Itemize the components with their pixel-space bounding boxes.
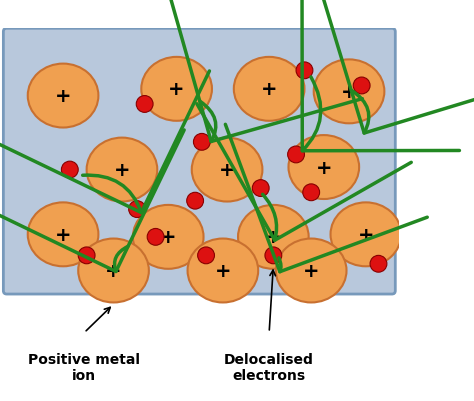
Ellipse shape bbox=[28, 203, 99, 267]
FancyBboxPatch shape bbox=[3, 29, 395, 294]
Circle shape bbox=[187, 193, 203, 210]
Circle shape bbox=[78, 247, 95, 264]
Text: +: + bbox=[215, 261, 231, 280]
Text: Delocalised
electrons: Delocalised electrons bbox=[224, 352, 314, 382]
Text: +: + bbox=[341, 83, 357, 101]
Circle shape bbox=[288, 147, 304, 164]
Ellipse shape bbox=[289, 136, 359, 200]
Text: +: + bbox=[114, 161, 130, 180]
Ellipse shape bbox=[28, 65, 99, 128]
Text: Positive metal
ion: Positive metal ion bbox=[28, 352, 140, 382]
Circle shape bbox=[296, 63, 313, 79]
Ellipse shape bbox=[188, 239, 258, 303]
Ellipse shape bbox=[238, 205, 309, 269]
Circle shape bbox=[147, 229, 164, 246]
Circle shape bbox=[303, 184, 319, 201]
Ellipse shape bbox=[276, 239, 346, 303]
Ellipse shape bbox=[234, 58, 304, 122]
Circle shape bbox=[265, 247, 282, 264]
Text: +: + bbox=[105, 261, 122, 280]
Text: +: + bbox=[55, 225, 71, 244]
Text: +: + bbox=[55, 87, 71, 106]
Text: +: + bbox=[219, 161, 235, 180]
Ellipse shape bbox=[87, 138, 157, 202]
Text: +: + bbox=[168, 80, 185, 99]
Text: +: + bbox=[261, 80, 277, 99]
Text: +: + bbox=[357, 225, 374, 244]
Circle shape bbox=[353, 78, 370, 95]
Ellipse shape bbox=[314, 60, 384, 124]
Ellipse shape bbox=[330, 203, 401, 267]
Ellipse shape bbox=[141, 58, 212, 122]
Text: +: + bbox=[316, 158, 332, 177]
Circle shape bbox=[128, 201, 146, 218]
Ellipse shape bbox=[192, 138, 263, 202]
Circle shape bbox=[136, 96, 153, 113]
Text: +: + bbox=[265, 228, 282, 247]
Circle shape bbox=[193, 134, 210, 151]
Circle shape bbox=[370, 256, 387, 273]
Circle shape bbox=[252, 180, 269, 197]
Circle shape bbox=[198, 247, 214, 264]
Text: +: + bbox=[160, 228, 176, 247]
Ellipse shape bbox=[133, 205, 203, 269]
Circle shape bbox=[62, 162, 78, 178]
Ellipse shape bbox=[78, 239, 149, 303]
Text: +: + bbox=[303, 261, 319, 280]
